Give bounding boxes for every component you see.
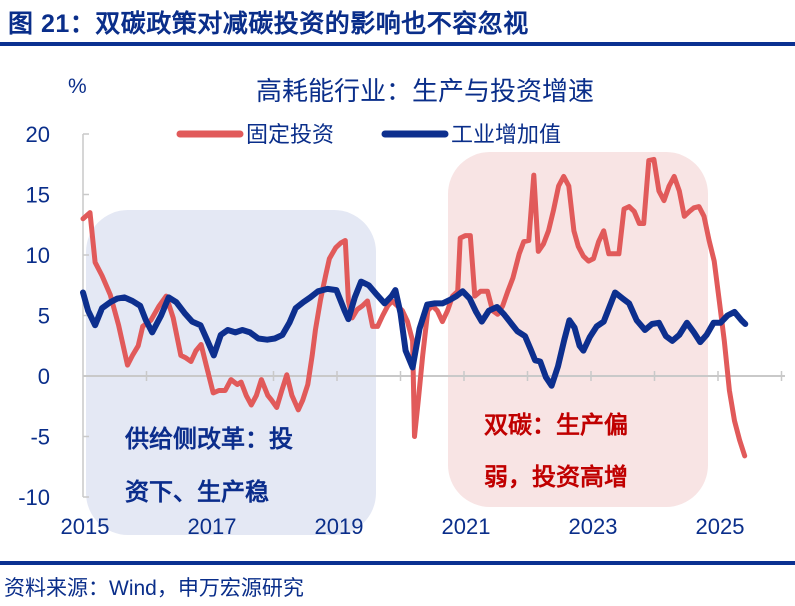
y-tick-label: -5 — [30, 425, 50, 450]
series-line-investment — [80, 156, 748, 459]
y-axis-tick-labels: 20 15 10 5 0 -5 -10 — [18, 122, 50, 510]
title-underline — [0, 42, 795, 46]
y-tick-label: -10 — [18, 485, 50, 510]
x-tick-label: 2023 — [569, 514, 618, 539]
x-tick-label: 2021 — [442, 514, 491, 539]
legend-label-industry: 工业增加值 — [451, 122, 561, 147]
x-tick-label: 2015 — [61, 514, 110, 539]
x-axis-tick-labels: 2015 2017 2019 2021 2023 2025 — [61, 514, 745, 539]
series-lines — [80, 156, 749, 459]
annotation-dual-carbon-line1: 双碳：生产偏 — [484, 411, 628, 439]
y-axis-unit: % — [68, 75, 87, 98]
x-tick-label: 2025 — [696, 514, 745, 539]
y-tick-label: 15 — [26, 183, 50, 208]
y-tick-label: 5 — [38, 304, 50, 329]
legend-label-investment: 固定投资 — [246, 122, 334, 147]
x-tick-label: 2019 — [315, 514, 364, 539]
y-tick-label: 20 — [26, 122, 50, 147]
y-tick-label: 0 — [38, 364, 50, 389]
annotation-dual-carbon-line2: 弱，投资高增 — [484, 463, 628, 491]
x-tick-label: 2017 — [188, 514, 237, 539]
y-tick-label: 10 — [26, 243, 50, 268]
axes — [82, 133, 785, 498]
series-line-industry — [80, 278, 749, 389]
annotation-supply-side-line2: 资下、生产稳 — [125, 478, 269, 506]
chart-title: 高耗能行业：生产与投资增速 — [256, 76, 594, 106]
source-note: 资料来源：Wind，申万宏源研究 — [4, 577, 304, 600]
shade-supply-side-reform — [86, 210, 376, 535]
footer-rule — [0, 561, 795, 565]
figure-title: 图 21：双碳政策对减碳投资的影响也不容忽视 — [8, 10, 529, 38]
annotation-supply-side-line1: 供给侧改革：投 — [124, 425, 293, 453]
legend: 固定投资 工业增加值 — [176, 122, 561, 147]
